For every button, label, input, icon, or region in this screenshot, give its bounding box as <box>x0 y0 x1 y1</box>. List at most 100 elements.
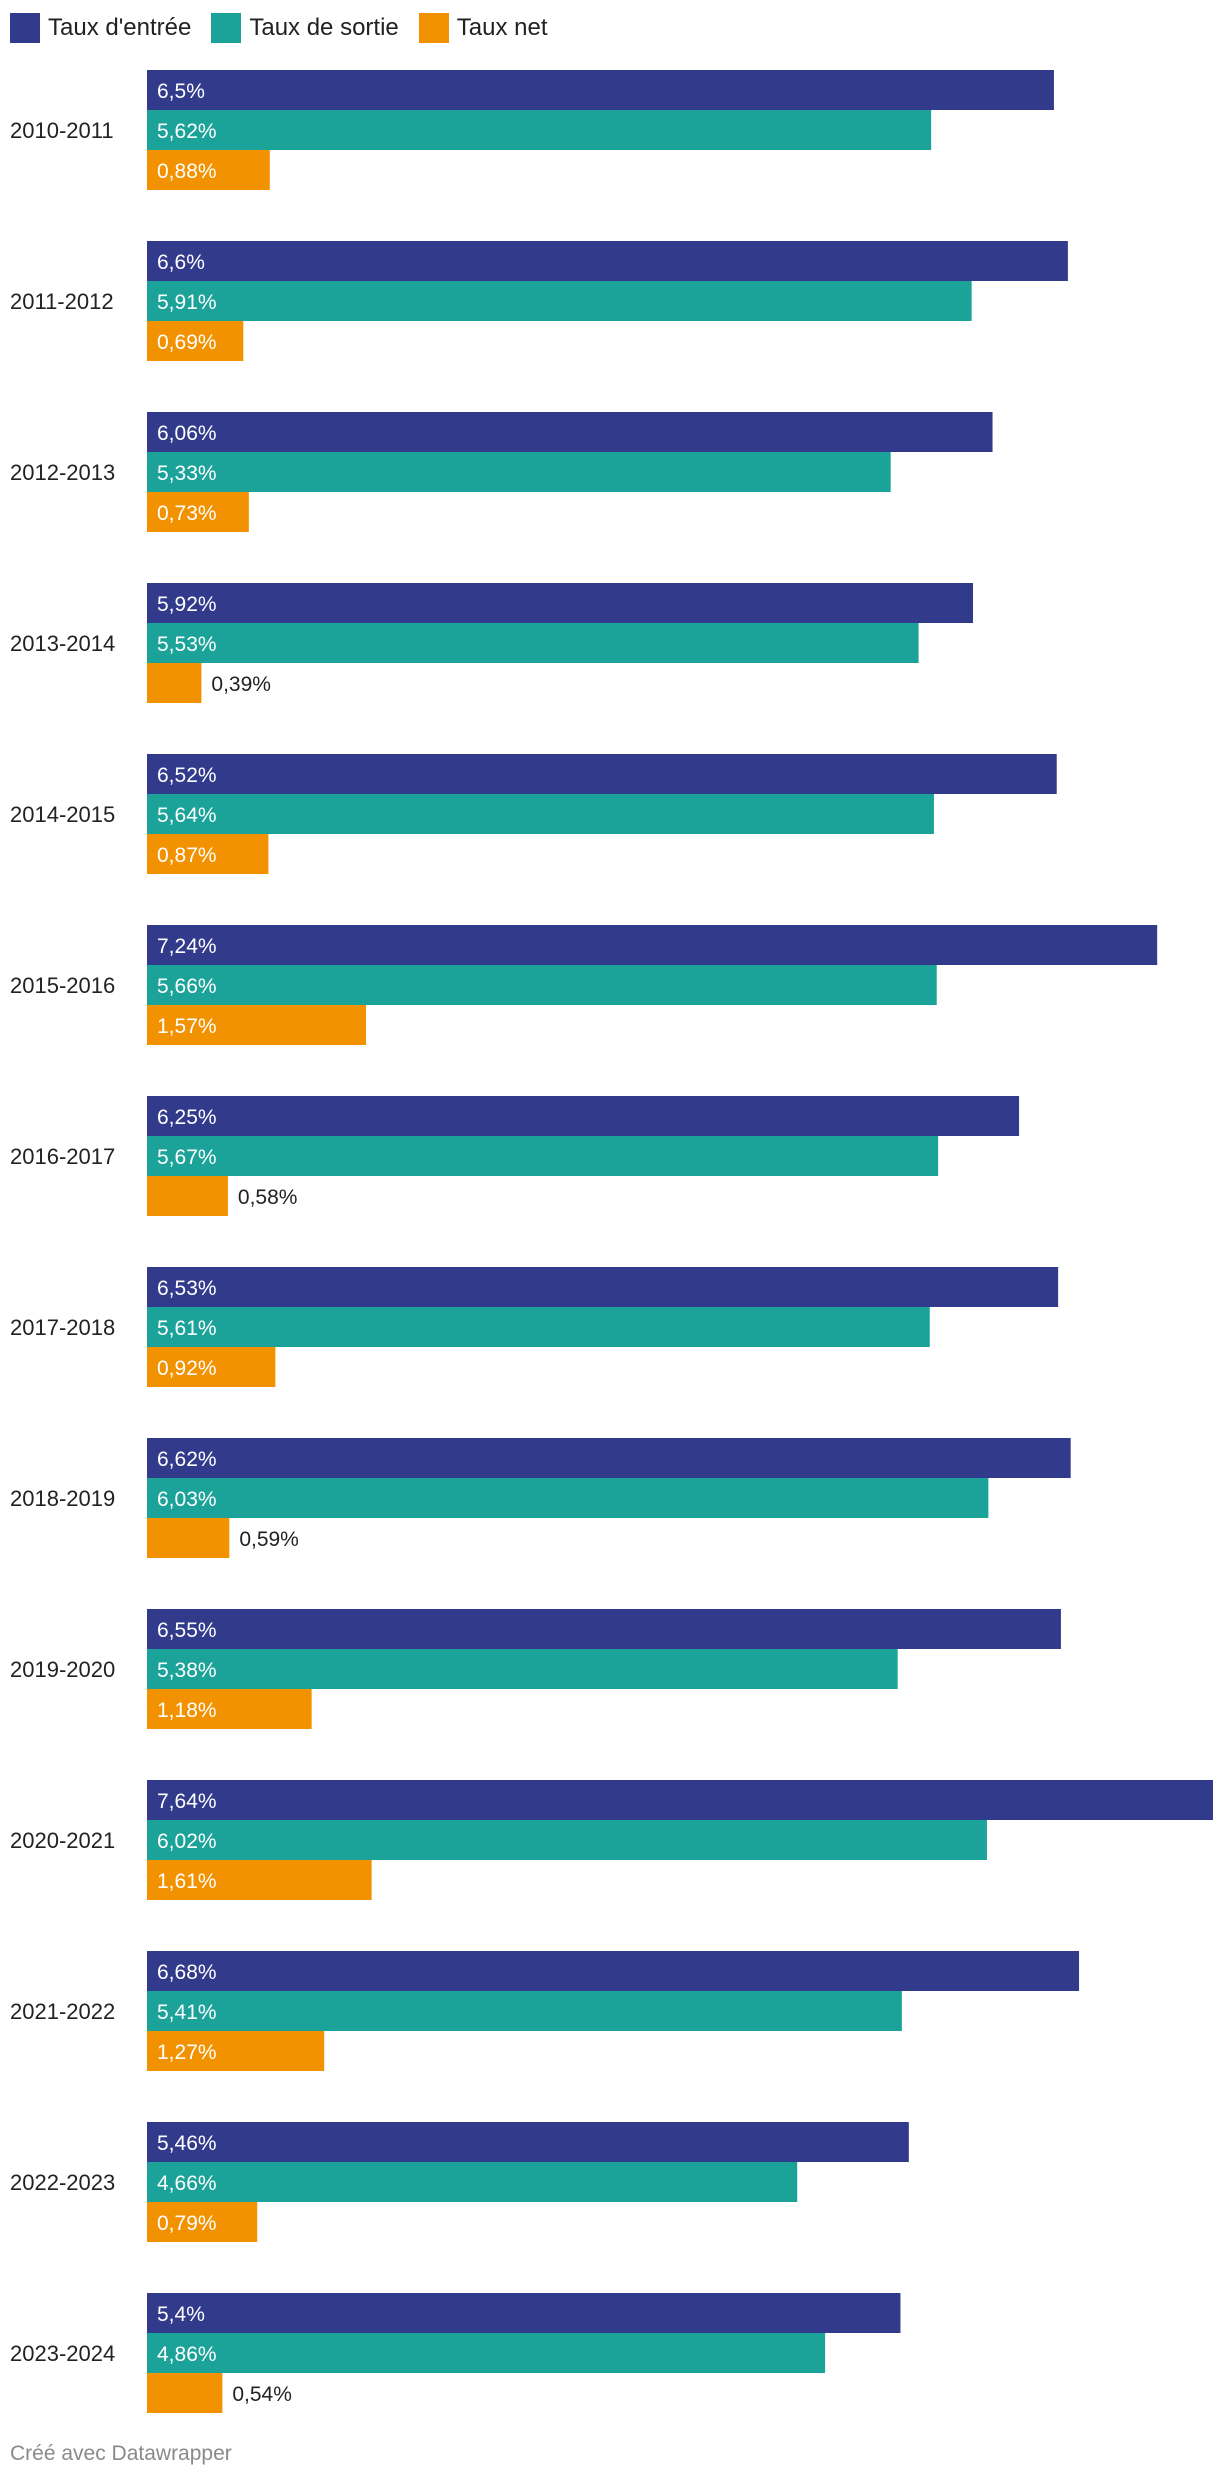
data-label: 5,91% <box>157 291 217 314</box>
data-label: 5,41% <box>157 2001 217 2024</box>
legend-label: Taux de sortie <box>249 14 399 41</box>
bar-group-2019-2020: 2019-2020 6,55% 5,38% 1,18% <box>10 1609 1061 1729</box>
data-label: 6,62% <box>157 1448 217 1471</box>
data-label: 6,6% <box>157 251 205 274</box>
data-label: 4,86% <box>157 2343 217 2366</box>
bar-group-2013-2014: 2013-2014 5,92% 5,53% 0,39% <box>10 583 974 703</box>
data-label: 0,39% <box>211 673 271 696</box>
bar-taux-d-entree <box>147 2122 909 2162</box>
bar-taux-net <box>147 663 202 703</box>
data-label: 0,69% <box>157 331 217 354</box>
category-label: 2017-2018 <box>10 1315 115 1340</box>
legend-swatch <box>211 13 242 43</box>
data-label: 5,92% <box>157 593 217 616</box>
footer-credit[interactable]: Créé avec Datawrapper <box>10 2442 232 2465</box>
category-label: 2018-2019 <box>10 1486 115 1511</box>
chart-legend: Taux d'entrée Taux de sortie Taux net <box>10 12 568 44</box>
data-label: 1,18% <box>157 1699 217 1722</box>
bar-taux-de-sortie <box>147 452 891 492</box>
bar-taux-d-entree <box>147 754 1057 794</box>
bar-taux-net <box>147 150 270 190</box>
bar-taux-d-entree <box>147 1438 1071 1478</box>
category-label: 2023-2024 <box>10 2341 115 2366</box>
bar-taux-de-sortie <box>147 110 932 150</box>
bar-taux-net <box>147 2031 325 2071</box>
bar-taux-d-entree <box>147 1096 1020 1136</box>
data-label: 0,58% <box>238 1186 298 1209</box>
bar-taux-d-entree <box>147 412 993 452</box>
bar-group-2018-2019: 2018-2019 6,62% 6,03% 0,59% <box>10 1438 1071 1558</box>
legend-label: Taux net <box>456 14 548 41</box>
bar-taux-net <box>147 2373 223 2413</box>
data-label: 7,64% <box>157 1790 217 1813</box>
bar-taux-de-sortie <box>147 1478 989 1518</box>
data-label: 0,73% <box>157 502 217 525</box>
category-label: 2014-2015 <box>10 802 115 827</box>
data-label: 0,59% <box>239 1528 299 1551</box>
bar-group-2022-2023: 2022-2023 5,46% 4,66% 0,79% <box>10 2122 909 2242</box>
legend-item-taux-de-sortie: Taux de sortie <box>211 12 399 44</box>
bar-taux-de-sortie <box>147 1991 902 2031</box>
data-label: 4,66% <box>157 2172 217 2195</box>
data-label: 6,52% <box>157 764 217 787</box>
data-label: 1,61% <box>157 1870 217 1893</box>
bar-taux-net <box>147 1689 312 1729</box>
bar-taux-d-entree <box>147 583 974 623</box>
bar-taux-de-sortie <box>147 1820 987 1860</box>
category-label: 2011-2012 <box>10 289 114 314</box>
bar-group-2012-2013: 2012-2013 6,06% 5,33% 0,73% <box>10 412 993 532</box>
bar-taux-de-sortie <box>147 2162 798 2202</box>
data-label: 5,53% <box>157 633 217 656</box>
data-label: 5,62% <box>157 120 217 143</box>
data-label: 5,64% <box>157 804 217 827</box>
data-label: 5,67% <box>157 1146 217 1169</box>
data-label: 5,4% <box>157 2303 205 2326</box>
bar-group-2020-2021: 2020-2021 7,64% 6,02% 1,61% <box>10 1780 1213 1900</box>
legend-label: Taux d'entrée <box>48 14 192 41</box>
bar-taux-d-entree <box>147 241 1068 281</box>
data-label: 1,57% <box>157 1015 217 1038</box>
data-label: 5,33% <box>157 462 217 485</box>
bar-taux-net <box>147 492 249 532</box>
bar-group-2010-2011: 2010-2011 6,5% 5,62% 0,88% <box>10 70 1054 190</box>
bar-taux-net <box>147 834 269 874</box>
category-label: 2015-2016 <box>10 973 115 998</box>
data-label: 6,68% <box>157 1961 217 1984</box>
bar-taux-de-sortie <box>147 2333 826 2373</box>
data-label: 7,24% <box>157 935 217 958</box>
data-label: 6,25% <box>157 1106 217 1129</box>
legend-swatch <box>418 13 449 43</box>
bar-taux-net <box>147 2202 258 2242</box>
legend-swatch <box>10 13 40 43</box>
bar-taux-net <box>147 1860 372 1900</box>
data-label: 0,87% <box>157 844 217 867</box>
data-label: 0,79% <box>157 2212 217 2235</box>
bar-taux-d-entree <box>147 1609 1061 1649</box>
category-label: 2019-2020 <box>10 1657 115 1682</box>
bar-taux-de-sortie <box>147 965 937 1005</box>
bar-taux-d-entree <box>147 70 1054 110</box>
bar-taux-de-sortie <box>147 623 919 663</box>
category-label: 2022-2023 <box>10 2170 115 2195</box>
bar-taux-d-entree <box>147 1780 1213 1820</box>
category-label: 2013-2014 <box>10 631 115 656</box>
bar-taux-net <box>147 1176 228 1216</box>
data-label: 0,54% <box>232 2383 292 2406</box>
bar-taux-de-sortie <box>147 1307 930 1347</box>
bar-taux-de-sortie <box>147 281 972 321</box>
bar-group-2014-2015: 2014-2015 6,52% 5,64% 0,87% <box>10 754 1057 874</box>
bar-taux-de-sortie <box>147 794 934 834</box>
data-label: 0,92% <box>157 1357 217 1380</box>
category-label: 2010-2011 <box>10 118 114 143</box>
category-label: 2021-2022 <box>10 1999 115 2024</box>
bar-taux-net <box>147 1005 367 1045</box>
bar-taux-d-entree <box>147 1267 1059 1307</box>
bar-taux-d-entree <box>147 925 1158 965</box>
data-label: 0,88% <box>157 160 217 183</box>
data-label: 5,46% <box>157 2132 217 2155</box>
bar-group-2016-2017: 2016-2017 6,25% 5,67% 0,58% <box>10 1096 1020 1216</box>
data-label: 5,61% <box>157 1317 217 1340</box>
category-label: 2012-2013 <box>10 460 115 485</box>
bar-group-2011-2012: 2011-2012 6,6% 5,91% 0,69% <box>10 241 1068 361</box>
legend-item-taux-net: Taux net <box>418 12 548 44</box>
